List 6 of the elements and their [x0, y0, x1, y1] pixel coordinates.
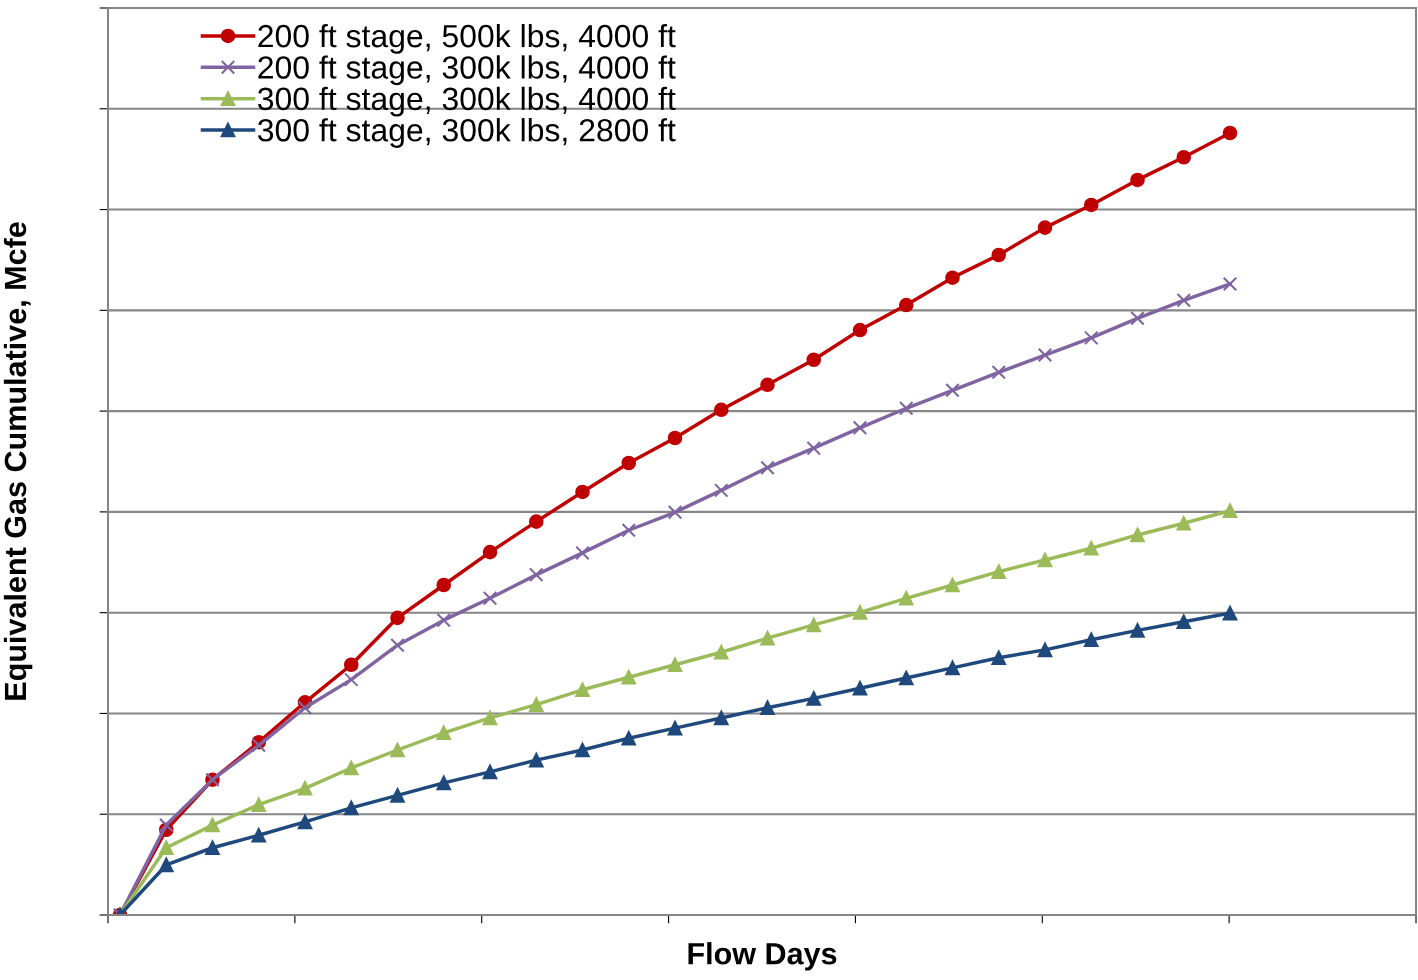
legend-label: 300 ft stage, 300k lbs, 2800 ft [257, 118, 676, 148]
x-axis-title: Flow Days [688, 942, 837, 971]
legend-label: 300 ft stage, 300k lbs, 4000 ft [257, 86, 676, 117]
legend-label: 200 ft stage, 500k lbs, 4000 ft [258, 23, 676, 54]
legend-label: 200 ft stage, 300k lbs, 4000 ft [258, 55, 676, 86]
y-axis-title: Equivalent Gas Cumulative, Mcfe [3, 222, 33, 700]
